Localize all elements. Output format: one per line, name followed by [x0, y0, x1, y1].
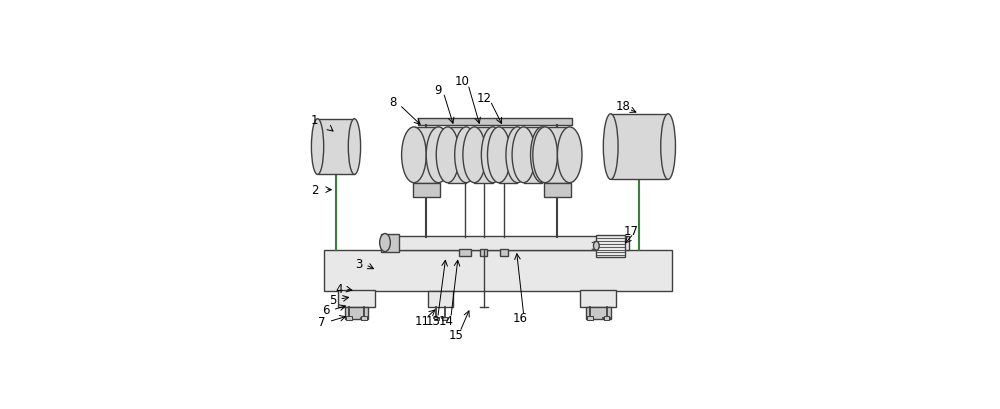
- Text: 5: 5: [329, 293, 337, 306]
- Ellipse shape: [603, 115, 618, 180]
- Text: 15: 15: [448, 328, 463, 341]
- Bar: [338, 290, 375, 308]
- Text: 4: 4: [336, 282, 343, 295]
- Bar: [442, 317, 447, 320]
- Bar: [346, 317, 352, 320]
- Bar: [474, 128, 493, 183]
- Ellipse shape: [348, 119, 361, 175]
- Text: 9: 9: [434, 83, 441, 97]
- Ellipse shape: [593, 242, 599, 251]
- Bar: [345, 308, 368, 319]
- Bar: [500, 249, 508, 257]
- Text: 2: 2: [311, 184, 318, 197]
- Ellipse shape: [531, 128, 554, 183]
- Ellipse shape: [436, 128, 459, 183]
- Text: 7: 7: [318, 315, 326, 328]
- Bar: [587, 317, 593, 320]
- Bar: [604, 317, 609, 320]
- Text: 3: 3: [355, 257, 362, 270]
- Ellipse shape: [426, 128, 451, 183]
- Bar: [524, 128, 542, 183]
- Ellipse shape: [506, 128, 529, 183]
- Bar: [499, 128, 517, 183]
- Bar: [418, 119, 572, 126]
- Text: 11: 11: [415, 315, 430, 328]
- Ellipse shape: [311, 119, 324, 175]
- Text: 16: 16: [512, 312, 527, 325]
- Text: 10: 10: [455, 75, 470, 88]
- Bar: [361, 317, 367, 320]
- Bar: [414, 128, 438, 183]
- Ellipse shape: [455, 128, 478, 183]
- Ellipse shape: [487, 128, 510, 183]
- Bar: [413, 183, 440, 198]
- Text: 1: 1: [311, 114, 318, 127]
- Bar: [324, 250, 672, 291]
- Bar: [387, 236, 629, 250]
- Ellipse shape: [463, 128, 486, 183]
- Text: 14: 14: [438, 315, 453, 328]
- Ellipse shape: [512, 128, 535, 183]
- Bar: [611, 115, 668, 180]
- Bar: [480, 249, 487, 257]
- Bar: [545, 128, 570, 183]
- Ellipse shape: [533, 128, 557, 183]
- Ellipse shape: [557, 128, 582, 183]
- Text: 8: 8: [389, 96, 396, 109]
- Text: 6: 6: [322, 303, 330, 317]
- Bar: [434, 317, 439, 320]
- Bar: [580, 290, 616, 308]
- Bar: [428, 291, 453, 308]
- Text: 13: 13: [426, 315, 441, 328]
- Bar: [544, 183, 571, 198]
- Ellipse shape: [481, 128, 504, 183]
- Text: 18: 18: [616, 100, 630, 113]
- Bar: [596, 235, 625, 258]
- Ellipse shape: [402, 128, 426, 183]
- Bar: [381, 234, 399, 252]
- Text: 17: 17: [624, 225, 639, 238]
- Bar: [459, 249, 471, 257]
- Text: 12: 12: [477, 92, 492, 105]
- Ellipse shape: [380, 234, 390, 252]
- Ellipse shape: [661, 115, 675, 180]
- Bar: [318, 119, 354, 175]
- Bar: [586, 308, 611, 319]
- Bar: [448, 128, 466, 183]
